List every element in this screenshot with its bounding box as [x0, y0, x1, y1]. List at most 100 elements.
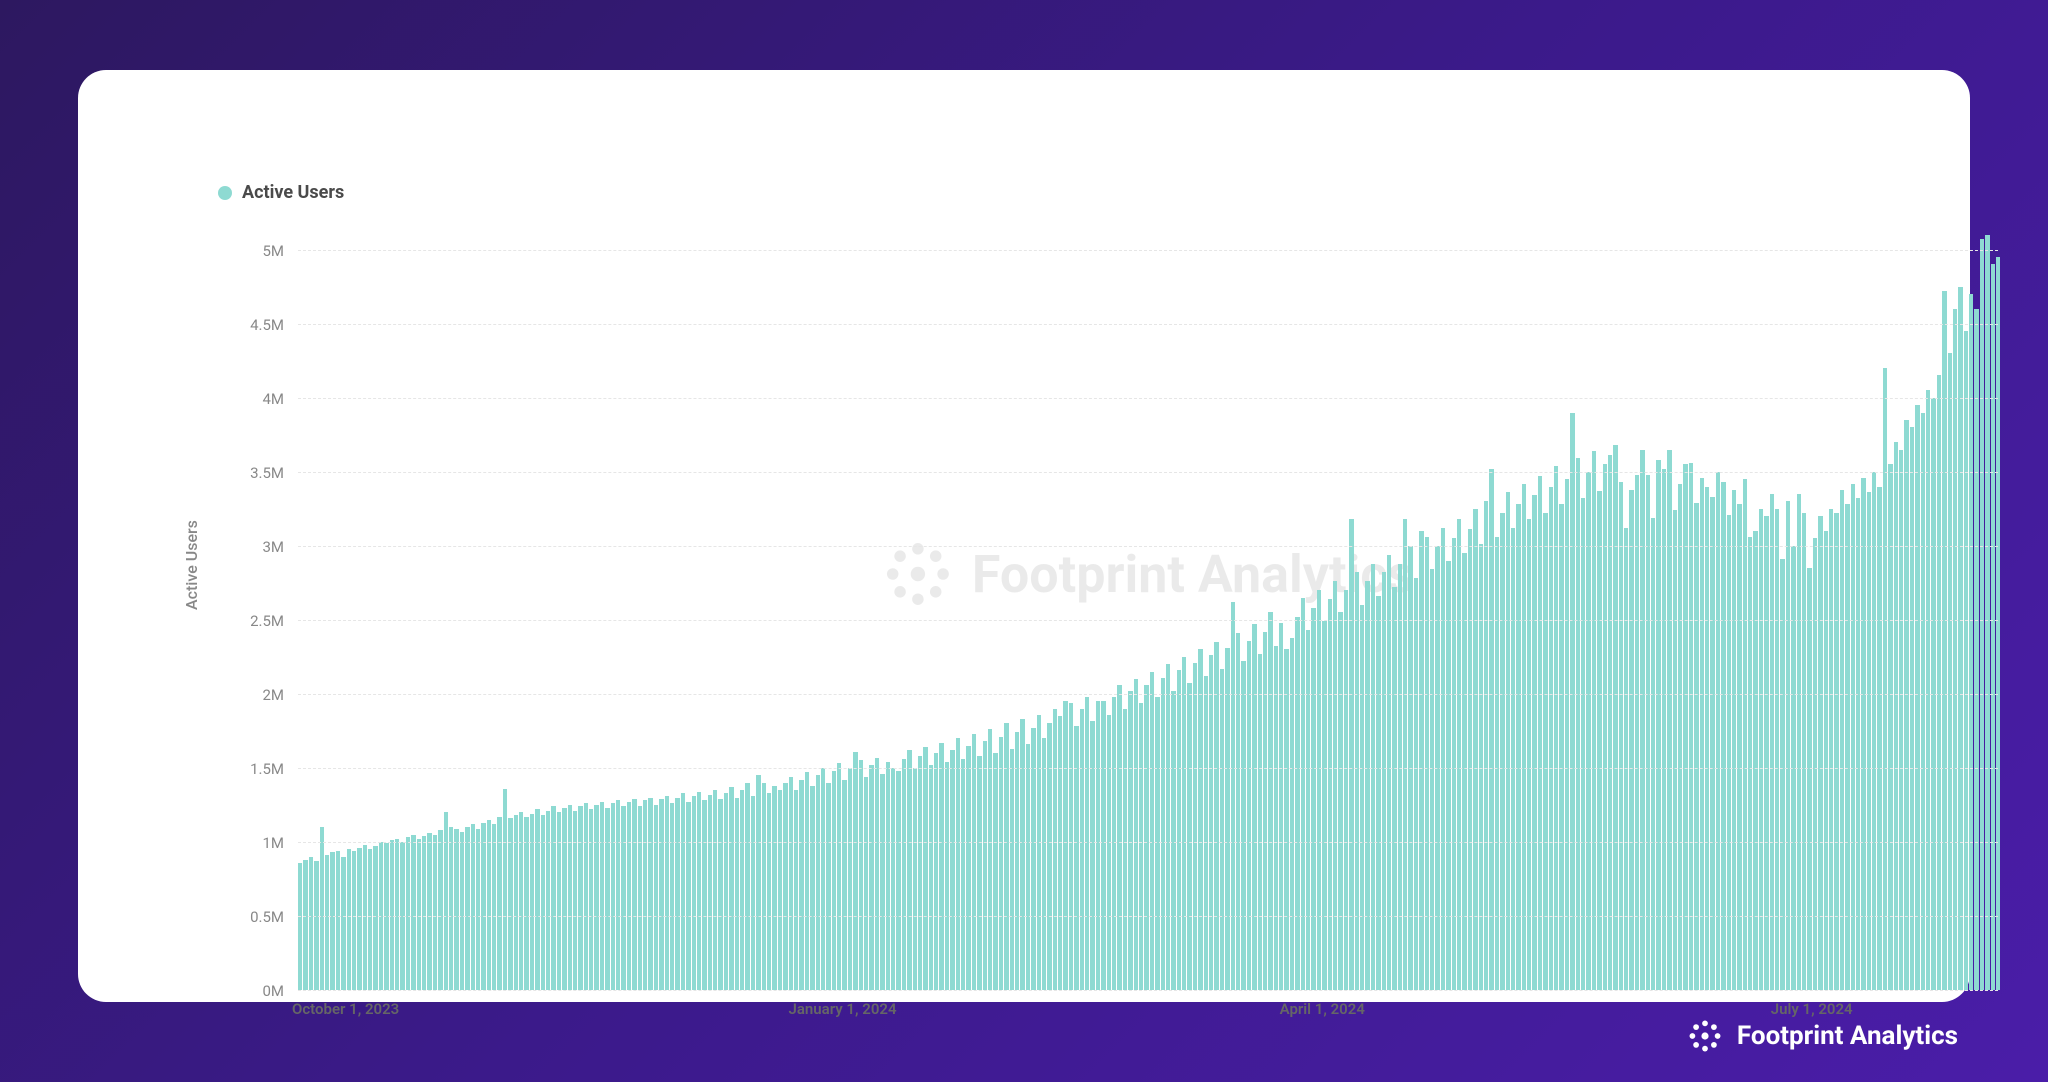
- bar[interactable]: [1527, 519, 1531, 990]
- bar[interactable]: [1306, 630, 1310, 990]
- bar[interactable]: [444, 812, 448, 990]
- bar[interactable]: [1382, 572, 1386, 990]
- bar[interactable]: [1974, 309, 1978, 990]
- bar[interactable]: [1565, 479, 1569, 990]
- bar[interactable]: [1748, 537, 1752, 990]
- bar[interactable]: [1403, 519, 1407, 990]
- bar[interactable]: [745, 783, 749, 990]
- bar[interactable]: [368, 849, 372, 990]
- bar[interactable]: [1430, 569, 1434, 990]
- bar[interactable]: [1080, 709, 1084, 990]
- bar[interactable]: [686, 802, 690, 990]
- bar[interactable]: [557, 812, 561, 990]
- bar[interactable]: [1570, 413, 1574, 991]
- bar[interactable]: [1829, 509, 1833, 990]
- bar[interactable]: [1155, 697, 1159, 990]
- bar[interactable]: [449, 827, 453, 990]
- bar[interactable]: [1198, 649, 1202, 990]
- bar[interactable]: [1425, 537, 1429, 990]
- bar[interactable]: [654, 805, 658, 990]
- bar[interactable]: [573, 811, 577, 990]
- bar[interactable]: [1311, 608, 1315, 990]
- bar[interactable]: [1899, 450, 1903, 990]
- bar[interactable]: [1651, 518, 1655, 990]
- bar[interactable]: [638, 806, 642, 990]
- bar[interactable]: [1522, 484, 1526, 990]
- bar[interactable]: [681, 793, 685, 990]
- bar[interactable]: [1958, 287, 1962, 990]
- bar[interactable]: [756, 775, 760, 990]
- bar[interactable]: [1991, 264, 1995, 990]
- bar[interactable]: [417, 839, 421, 990]
- bar[interactable]: [648, 798, 652, 991]
- bar[interactable]: [352, 851, 356, 990]
- bar[interactable]: [1824, 531, 1828, 990]
- bar[interactable]: [1629, 490, 1633, 991]
- bar[interactable]: [1452, 538, 1456, 990]
- bar[interactable]: [708, 795, 712, 990]
- bar[interactable]: [1441, 528, 1445, 990]
- bar[interactable]: [837, 763, 841, 990]
- bar[interactable]: [1807, 568, 1811, 990]
- bar[interactable]: [966, 746, 970, 990]
- bar[interactable]: [589, 809, 593, 990]
- bar[interactable]: [939, 743, 943, 990]
- bar[interactable]: [1376, 596, 1380, 990]
- bar[interactable]: [1333, 581, 1337, 990]
- bar[interactable]: [1937, 375, 1941, 990]
- bar[interactable]: [568, 805, 572, 990]
- bar[interactable]: [1053, 709, 1057, 990]
- bar[interactable]: [972, 734, 976, 990]
- bar[interactable]: [789, 777, 793, 990]
- bar[interactable]: [1559, 504, 1563, 990]
- bar[interactable]: [605, 808, 609, 990]
- bar[interactable]: [1840, 490, 1844, 991]
- bar[interactable]: [1096, 701, 1100, 990]
- bar[interactable]: [1516, 504, 1520, 990]
- bar[interactable]: [1284, 649, 1288, 990]
- bar[interactable]: [805, 772, 809, 990]
- bar[interactable]: [778, 790, 782, 990]
- bar[interactable]: [875, 758, 879, 990]
- bar[interactable]: [767, 793, 771, 990]
- bar[interactable]: [1716, 472, 1720, 990]
- bar[interactable]: [1818, 516, 1822, 990]
- bar[interactable]: [1753, 531, 1757, 990]
- bar[interactable]: [1759, 509, 1763, 990]
- bar[interactable]: [1101, 701, 1105, 990]
- bar[interactable]: [956, 738, 960, 990]
- bar[interactable]: [551, 806, 555, 990]
- bar[interactable]: [934, 753, 938, 990]
- bar[interactable]: [1085, 697, 1089, 990]
- bar[interactable]: [1603, 464, 1607, 990]
- bar[interactable]: [842, 780, 846, 990]
- bar[interactable]: [1700, 478, 1704, 990]
- bar[interactable]: [869, 765, 873, 990]
- bar[interactable]: [783, 783, 787, 990]
- bar[interactable]: [907, 750, 911, 990]
- bar[interactable]: [810, 786, 814, 990]
- bar[interactable]: [584, 803, 588, 990]
- bar[interactable]: [519, 812, 523, 990]
- bar[interactable]: [1419, 531, 1423, 990]
- bar[interactable]: [1209, 655, 1213, 990]
- bar[interactable]: [1802, 513, 1806, 990]
- bar[interactable]: [1608, 455, 1612, 990]
- bar[interactable]: [1953, 309, 1957, 990]
- bar[interactable]: [675, 798, 679, 991]
- bar[interactable]: [476, 829, 480, 990]
- bar[interactable]: [1392, 587, 1396, 990]
- bar[interactable]: [1010, 749, 1014, 990]
- bar[interactable]: [1446, 561, 1450, 990]
- bar[interactable]: [546, 811, 550, 990]
- bar[interactable]: [891, 768, 895, 990]
- bar[interactable]: [1888, 464, 1892, 990]
- bar[interactable]: [799, 780, 803, 990]
- bar[interactable]: [1371, 564, 1375, 990]
- bar[interactable]: [1549, 487, 1553, 990]
- bar[interactable]: [1150, 672, 1154, 990]
- bar[interactable]: [1662, 469, 1666, 990]
- bar[interactable]: [454, 829, 458, 990]
- bar[interactable]: [562, 808, 566, 990]
- bar[interactable]: [993, 753, 997, 990]
